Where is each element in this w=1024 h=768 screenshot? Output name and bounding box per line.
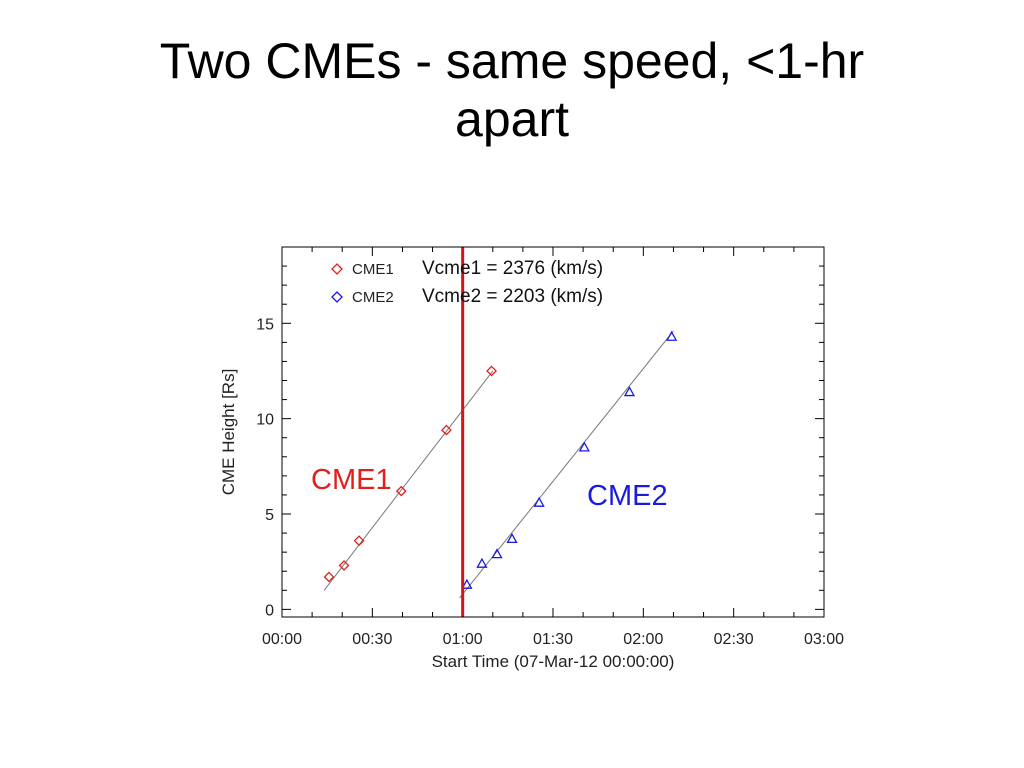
y-tick-label: 5 [265,507,274,524]
data-point-cme1 [440,424,452,436]
data-point-cme2 [506,532,518,544]
data-point-cme2 [461,578,473,589]
data-point-cme2 [476,557,488,568]
legend-item-cme2: CME2 Vcme2 = 2203 (km/s) [331,286,603,307]
slide-title-line-2: apart [455,91,569,147]
callout-cme1: CME1 [311,464,392,496]
y-tick-label: 10 [256,412,274,429]
x-tick-label: 01:00 [443,631,483,648]
x-tick-label: 00:30 [352,631,392,648]
slide-title-line-1: Two CMEs - same speed, <1-hr [159,33,865,89]
fit-line-cme1 [323,370,494,591]
x-tick-label: 03:00 [804,631,844,648]
x-tick-label: 02:00 [623,631,663,648]
data-point-cme2 [491,548,503,559]
legend-label-cme1: CME1 [352,261,394,278]
legend-label-cme2: CME2 [352,289,394,306]
data-markers [323,330,678,589]
legend-marker-cme1 [331,263,343,275]
tick-labels: 00:00 00:30 01:00 01:30 02:00 02:30 03:00 0 5 10 1… [256,316,844,648]
data-point-cme1 [323,571,335,583]
x-tick-label: 02:30 [714,631,754,648]
data-point-cme1 [395,485,407,497]
slide-title: Two CMEs - same speed, <1-hr apart [0,32,1024,148]
y-tick-label: 15 [256,316,274,333]
callout-cme2: CME2 [587,480,668,512]
plot-frame [281,246,825,618]
data-point-cme1 [486,365,497,377]
legend-speed-cme1: Vcme1 = 2376 (km/s) [422,258,603,279]
legend: CME1 Vcme1 = 2376 (km/s) CME2 Vcme2 = 22… [331,258,603,307]
x-tick-label: 00:00 [262,631,302,648]
data-point-cme2 [623,386,636,397]
y-tick-label: 0 [265,602,274,619]
data-point-cme2 [666,330,678,341]
data-point-cme2 [578,441,590,452]
axis-ticks [281,247,825,617]
data-point-cme1 [353,535,365,547]
x-axis-title: Start Time (07-Mar-12 00:00:00) [432,652,675,671]
x-tick-label: 01:30 [533,631,573,648]
y-axis-title: CME Height [Rs] [219,369,238,496]
legend-marker-cme2 [331,291,343,303]
legend-item-cme1: CME1 Vcme1 = 2376 (km/s) [331,258,603,279]
legend-speed-cme2: Vcme2 = 2203 (km/s) [422,286,603,307]
data-point-cme2 [533,496,545,507]
data-point-cme1 [338,560,350,571]
